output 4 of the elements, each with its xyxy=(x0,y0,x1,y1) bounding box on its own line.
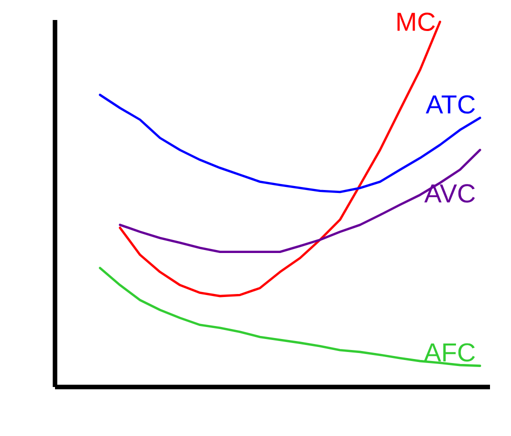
series-label: MC xyxy=(398,12,435,32)
series-label: AFC xyxy=(424,343,475,362)
series-label: ATC xyxy=(426,95,475,114)
series-label: AVC xyxy=(424,184,475,203)
